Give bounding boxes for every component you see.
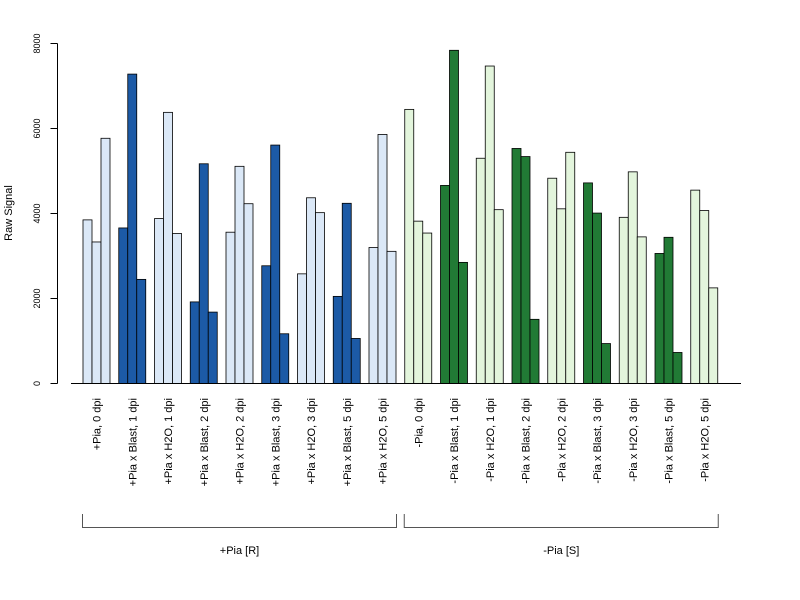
- category-labels: +Pia, 0 dpi +Pia x Blast, 1 dpi +Pia x H2O…: [92, 398, 712, 486]
- bar: [172, 233, 182, 384]
- bar: [198, 163, 209, 384]
- category-label: -Pia x H2O, 3 dpi: [628, 398, 640, 482]
- bar: [449, 49, 459, 384]
- bar: [413, 220, 424, 384]
- bar: [565, 151, 576, 384]
- bar: [458, 261, 468, 384]
- bar: [279, 333, 290, 384]
- bar: [350, 338, 361, 384]
- bar: [583, 182, 593, 384]
- bar: [341, 202, 352, 384]
- bar: [234, 165, 245, 384]
- bar: [189, 301, 200, 384]
- bar: [636, 236, 647, 384]
- group-brackets: +Pia [R] -Pia [S]: [82, 514, 719, 557]
- y-tick-label: 0: [32, 381, 42, 386]
- bar: [627, 171, 638, 384]
- bar: [618, 216, 629, 384]
- category-label: -Pia x Blast, 1 dpi: [449, 398, 461, 484]
- y-tick-label: 6000: [32, 118, 42, 138]
- bar: [404, 108, 415, 384]
- bar: [556, 208, 567, 384]
- bar: [332, 295, 343, 384]
- category-label: -Pia x H2O, 2 dpi: [556, 398, 568, 482]
- y-tick-label: 2000: [32, 288, 42, 308]
- category-label: -Pia x H2O, 5 dpi: [699, 398, 711, 482]
- bar: [520, 156, 531, 384]
- bar: [422, 232, 433, 384]
- y-axis-title: Raw Signal: [3, 185, 15, 241]
- group-bracket: [82, 514, 397, 528]
- bar: [475, 157, 486, 384]
- bar: [654, 253, 665, 384]
- group-bracket: [403, 514, 719, 528]
- bar: [511, 148, 522, 384]
- category-label: -Pia x Blast, 2 dpi: [521, 398, 533, 484]
- bar: [270, 144, 281, 384]
- y-axis: 0 2000 4000 6000 8000: [32, 33, 58, 386]
- bar: [91, 241, 102, 384]
- bar: [699, 210, 710, 384]
- bars-layer: [82, 49, 719, 384]
- category-label: +Pia x H2O, 2 dpi: [235, 398, 247, 485]
- category-label: +Pia x Blast, 1 dpi: [127, 398, 139, 486]
- category-label: -Pia x Blast, 5 dpi: [664, 398, 676, 484]
- group-label: -Pia [S]: [543, 545, 579, 557]
- category-label: +Pia x Blast, 2 dpi: [199, 398, 211, 486]
- bar: [100, 137, 111, 384]
- bar: [663, 236, 674, 384]
- category-label: +Pia, 0 dpi: [92, 398, 104, 450]
- group-label: +Pia [R]: [220, 545, 259, 557]
- category-label: +Pia x Blast, 3 dpi: [270, 398, 282, 486]
- category-label: +Pia x H2O, 3 dpi: [306, 398, 318, 485]
- y-tick-label: 4000: [32, 203, 42, 223]
- bar: [306, 197, 316, 384]
- bar: [297, 273, 307, 384]
- bar: [136, 278, 147, 384]
- bar: [127, 73, 138, 384]
- bar: [601, 343, 611, 384]
- bar: [243, 203, 254, 384]
- bar: [368, 247, 379, 384]
- category-label: +Pia x Blast, 5 dpi: [342, 398, 354, 486]
- category-label: -Pia x Blast, 3 dpi: [592, 398, 604, 484]
- bar: [493, 209, 504, 384]
- bar: [207, 311, 218, 384]
- bar: [484, 65, 495, 384]
- bar: [118, 227, 129, 384]
- category-label: +Pia x H2O, 5 dpi: [378, 398, 390, 485]
- bar: [672, 352, 683, 384]
- category-label: -Pia x H2O, 1 dpi: [485, 398, 497, 482]
- bar: [225, 231, 236, 384]
- bar: [261, 265, 272, 384]
- bar: [154, 218, 164, 384]
- bar: [592, 212, 602, 384]
- category-label: +Pia x H2O, 1 dpi: [163, 398, 175, 485]
- bar: [315, 212, 325, 384]
- bar: [377, 134, 388, 384]
- bar: [386, 250, 397, 384]
- category-label: -Pia, 0 dpi: [413, 398, 425, 448]
- bar: [82, 219, 93, 384]
- bar: [529, 318, 540, 384]
- bar: [708, 287, 719, 384]
- y-tick-label: 8000: [32, 33, 42, 53]
- bar: [440, 185, 450, 384]
- bar: [547, 177, 558, 384]
- bar: [163, 111, 173, 384]
- bar: [690, 189, 701, 384]
